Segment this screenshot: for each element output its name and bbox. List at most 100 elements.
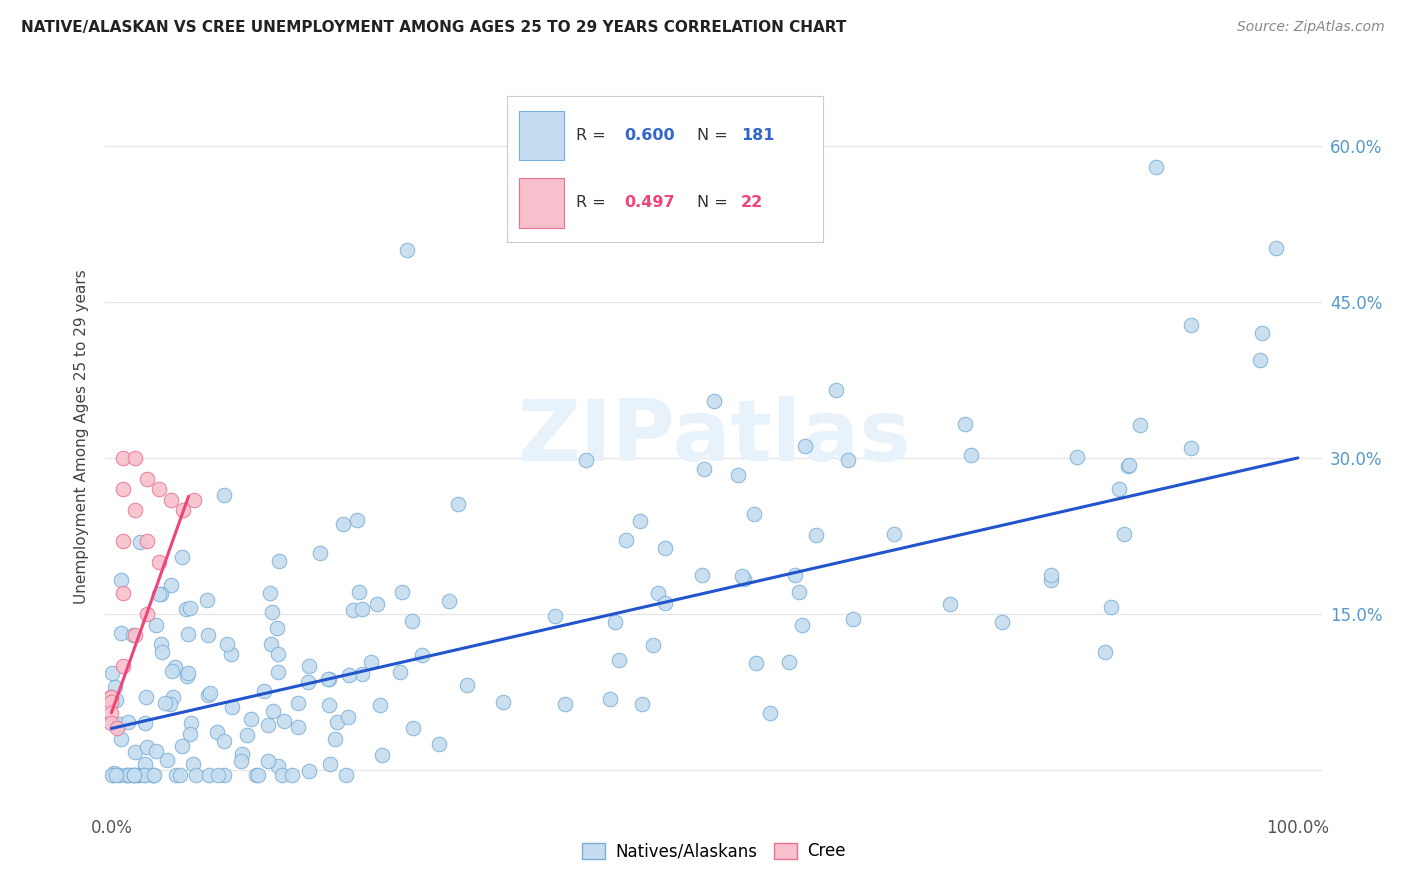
Point [197,593,219,607]
Point [492,695,515,709]
Point [742,508,765,522]
Point [136,534,159,549]
Point [128,768,150,782]
Point [731,569,754,583]
Point [134,756,156,771]
Text: Source: ZipAtlas.com: Source: ZipAtlas.com [1237,20,1385,34]
Point [342,603,364,617]
Point [110,732,132,747]
Point [693,462,716,476]
Point [759,706,782,720]
Point [575,453,598,467]
Point [1039,573,1062,587]
Point [883,526,905,541]
Point [236,728,259,742]
Point [368,698,391,712]
Point [156,753,179,767]
Point [337,668,360,682]
Point [599,692,621,706]
Point [176,669,198,683]
Point [614,533,637,548]
Point [1180,318,1202,332]
Point [134,768,156,782]
Point [148,587,170,601]
Point [733,573,755,587]
Point [163,659,186,673]
Point [352,602,374,616]
Point [319,757,342,772]
Point [1099,600,1122,615]
Point [160,665,183,679]
Point [825,383,848,397]
Point [543,608,565,623]
Point [101,666,124,681]
Point [124,450,146,465]
Point [134,768,156,782]
Point [605,615,627,630]
Point [172,503,194,517]
Point [104,680,127,694]
Point [101,768,124,782]
Point [104,693,127,707]
Point [247,768,270,782]
Point [115,768,138,782]
Point [1094,645,1116,659]
Point [366,597,388,611]
Point [148,555,170,569]
Point [108,768,131,782]
Point [259,586,281,600]
Point [162,690,184,704]
Point [145,744,167,758]
Point [337,710,360,724]
Point [142,768,165,782]
Point [150,587,173,601]
Point [389,665,412,680]
Point [267,759,290,773]
Point [136,739,159,754]
Point [124,628,146,642]
Point [105,722,128,736]
Point [1265,241,1288,255]
Point [630,514,652,528]
Point [122,768,145,782]
Point [411,648,433,663]
Point [148,482,170,496]
Point [326,714,349,729]
Point [347,584,370,599]
Point [794,439,817,453]
Point [727,467,749,482]
Point [112,659,135,673]
Point [447,497,470,511]
Point [176,627,198,641]
Point [262,605,284,619]
Point [401,614,423,628]
Point [170,739,193,754]
Point [150,645,173,659]
Point [346,513,368,527]
Point [207,768,229,782]
Text: NATIVE/ALASKAN VS CREE UNEMPLOYMENT AMONG AGES 25 TO 29 YEARS CORRELATION CHART: NATIVE/ALASKAN VS CREE UNEMPLOYMENT AMON… [21,20,846,35]
Point [298,764,321,778]
Point [110,573,132,587]
Point [101,768,124,782]
Point [124,745,146,759]
Point [105,768,128,782]
Point [100,696,122,710]
Point [643,638,665,652]
Point [112,534,135,549]
Point [281,768,304,782]
Point [785,568,807,582]
Point [271,768,294,782]
Y-axis label: Unemployment Among Ages 25 to 29 years: Unemployment Among Ages 25 to 29 years [75,269,90,605]
Point [960,448,983,462]
Point [174,601,197,615]
Point [124,503,146,517]
Point [842,612,865,626]
Point [212,768,235,782]
Point [360,656,382,670]
Point [135,690,157,704]
Point [129,535,152,549]
Point [170,550,193,565]
Point [654,541,676,555]
Point [183,492,205,507]
